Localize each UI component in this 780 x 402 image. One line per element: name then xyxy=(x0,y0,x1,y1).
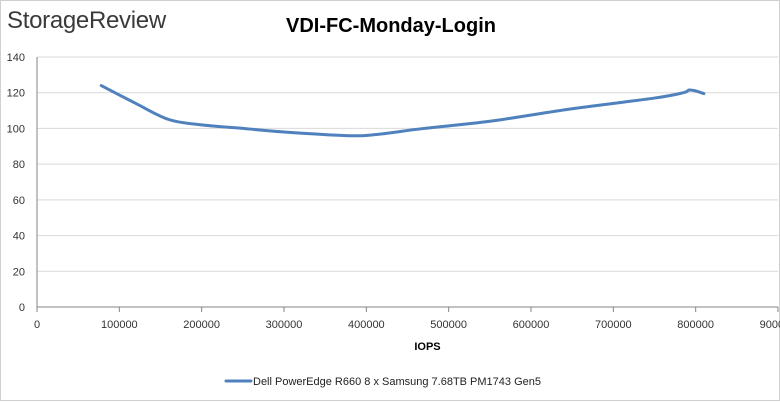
storagereview-logo: StorageReview xyxy=(7,7,166,34)
x-tick-label: 200000 xyxy=(183,319,220,331)
y-tick-label: 40 xyxy=(13,231,25,243)
y-tick-label: 60 xyxy=(13,195,25,207)
x-tick-label: 500000 xyxy=(430,319,467,331)
y-tick-label: 0 xyxy=(19,302,25,314)
y-tick-label: 120 xyxy=(7,88,25,100)
x-axis-label: IOPS xyxy=(414,341,440,353)
series-lines xyxy=(99,84,706,138)
y-tick-labels: 0 20 40 60 80 100 120 140 xyxy=(7,52,25,314)
x-tick-label: 700000 xyxy=(595,319,632,331)
y-tick-label: 100 xyxy=(7,123,25,135)
series-line xyxy=(99,84,706,138)
y-tick-label: 20 xyxy=(13,266,25,278)
x-tick-label: 900000 xyxy=(760,319,780,331)
x-tick-labels: 0 100000 200000 300000 400000 500000 600000 700… xyxy=(34,319,780,331)
legend: Dell PowerEdge R660 8 x Samsung 7.68TB P… xyxy=(224,376,541,388)
axes xyxy=(36,57,779,312)
chart-title: VDI-FC-Monday-Login xyxy=(286,15,496,37)
x-tick-label: 400000 xyxy=(348,319,385,331)
y-tick-label: 140 xyxy=(7,52,25,64)
x-tick-label: 300000 xyxy=(266,319,303,331)
x-tick-label: 800000 xyxy=(677,319,714,331)
legend-label: Dell PowerEdge R660 8 x Samsung 7.68TB P… xyxy=(253,376,541,388)
gridlines xyxy=(37,56,778,272)
x-tick-label: 0 xyxy=(34,319,40,331)
x-tick-label: 100000 xyxy=(101,319,138,331)
x-tick-label: 600000 xyxy=(513,319,550,331)
y-tick-label: 80 xyxy=(13,159,25,171)
